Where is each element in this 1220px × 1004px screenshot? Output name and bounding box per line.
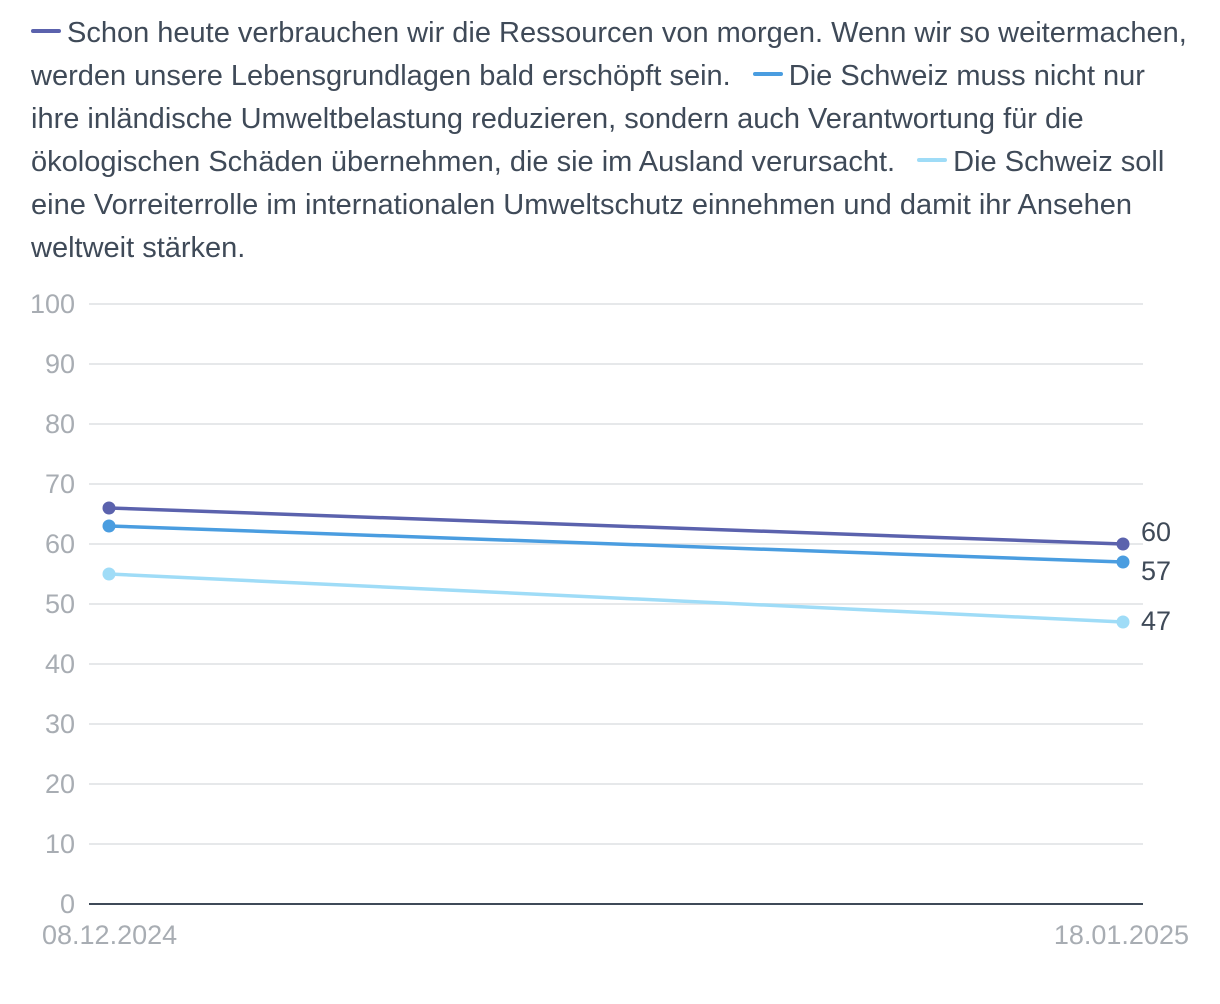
legend-swatch-series-3 bbox=[917, 158, 948, 163]
series-layer bbox=[102, 501, 1130, 629]
end-label-series-2: 57 bbox=[1141, 556, 1171, 586]
y-tick-label: 80 bbox=[45, 409, 75, 439]
data-point-series-1-2[interactable] bbox=[1116, 537, 1130, 551]
chart-legend: Schon heute verbrauchen wir die Ressourc… bbox=[31, 12, 1191, 270]
y-tick-label: 100 bbox=[30, 289, 75, 319]
y-tick-label: 20 bbox=[45, 769, 75, 799]
series-line-2[interactable] bbox=[107, 524, 1125, 564]
y-axis-tick-labels: 0 10 20 30 40 50 60 70 80 90 100 bbox=[30, 289, 75, 919]
end-label-series-3: 47 bbox=[1141, 606, 1171, 636]
series-line-3[interactable] bbox=[107, 572, 1125, 624]
y-tick-label: 0 bbox=[60, 889, 75, 919]
legend-swatch-series-1 bbox=[31, 29, 61, 34]
x-tick-label: 18.01.2025 bbox=[1054, 920, 1189, 950]
legend-item-series-2[interactable]: Die Schweiz muss nicht nur ihre inländis… bbox=[31, 60, 1145, 178]
legend-label-series-2: Die Schweiz muss nicht nur ihre inländis… bbox=[31, 60, 1145, 178]
y-tick-label: 70 bbox=[45, 469, 75, 499]
data-point-series-2-1[interactable] bbox=[102, 519, 116, 533]
y-tick-label: 30 bbox=[45, 709, 75, 739]
data-point-series-3-1[interactable] bbox=[102, 567, 116, 581]
y-tick-label: 40 bbox=[45, 649, 75, 679]
legend-item-series-3[interactable]: Die Schweiz soll eine Vorreiterrolle im … bbox=[31, 146, 1164, 264]
legend-item-series-1[interactable]: Schon heute verbrauchen wir die Ressourc… bbox=[31, 17, 1187, 92]
y-tick-label: 60 bbox=[45, 529, 75, 559]
end-labels-layer: 60 57 47 bbox=[1141, 517, 1171, 636]
data-point-series-2-2[interactable] bbox=[1116, 555, 1130, 569]
end-label-series-1: 60 bbox=[1141, 517, 1171, 547]
data-point-series-1-1[interactable] bbox=[102, 501, 116, 515]
y-tick-label: 10 bbox=[45, 829, 75, 859]
series-line-1[interactable] bbox=[107, 506, 1125, 546]
x-axis-tick-labels: 08.12.2024 18.01.2025 bbox=[42, 920, 1189, 950]
legend-label-series-3: Die Schweiz soll eine Vorreiterrolle im … bbox=[31, 146, 1165, 264]
y-tick-label: 90 bbox=[45, 349, 75, 379]
x-tick-label: 08.12.2024 bbox=[42, 920, 177, 950]
legend-swatch-series-2 bbox=[752, 72, 783, 77]
data-point-series-3-2[interactable] bbox=[1116, 615, 1130, 629]
y-tick-label: 50 bbox=[45, 589, 75, 619]
grid-layer bbox=[89, 303, 1143, 905]
legend-label-series-1: Schon heute verbrauchen wir die Ressourc… bbox=[31, 17, 1187, 92]
